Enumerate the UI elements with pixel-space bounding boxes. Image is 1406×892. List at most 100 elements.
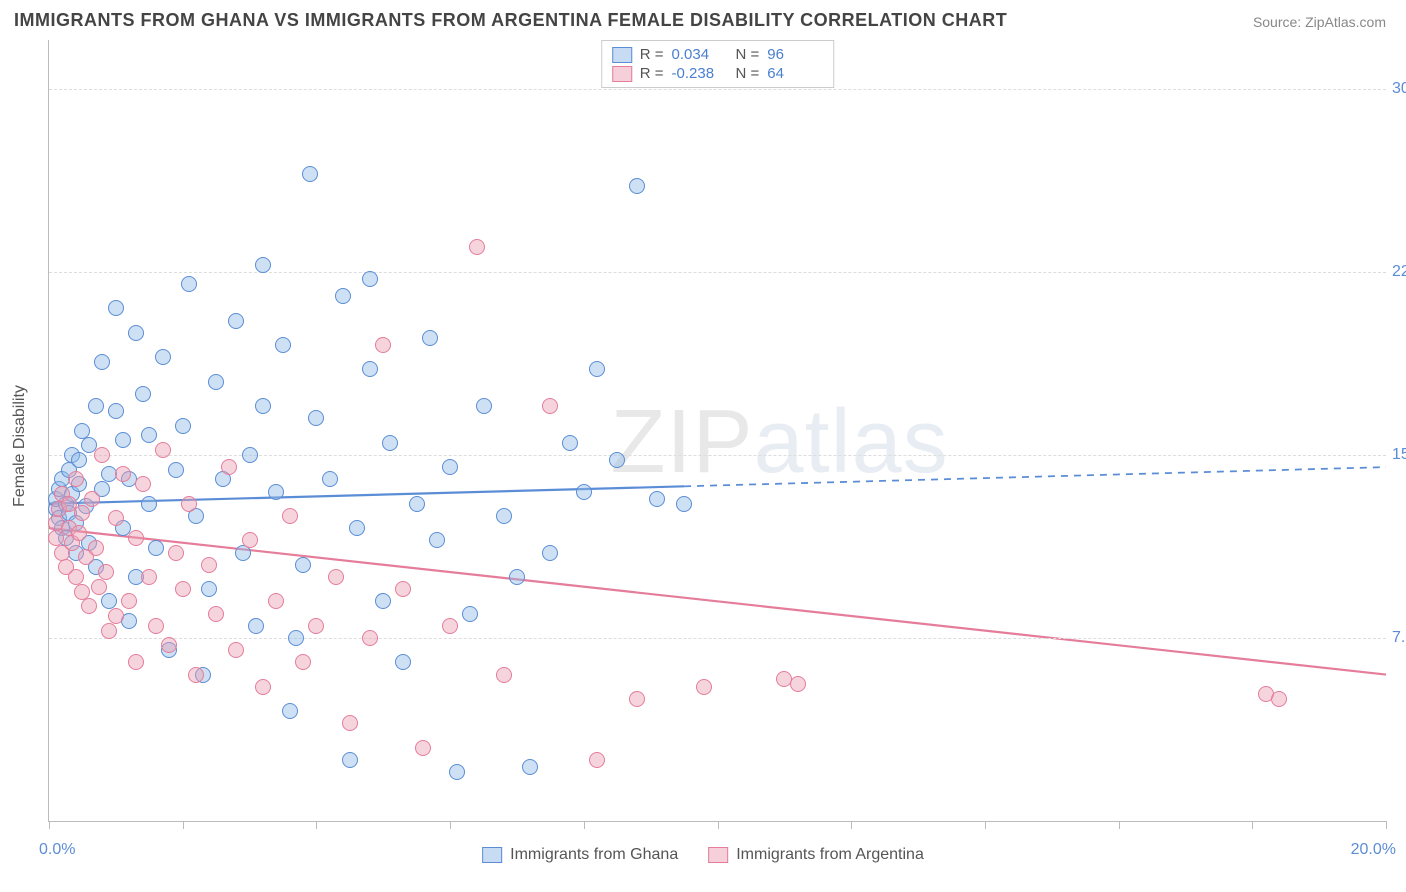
data-point-ghana: [302, 166, 318, 182]
data-point-argentina: [161, 637, 177, 653]
data-point-argentina: [415, 740, 431, 756]
data-point-ghana: [509, 569, 525, 585]
data-point-argentina: [696, 679, 712, 695]
gridline-h: [49, 89, 1386, 90]
xtick: [985, 821, 986, 829]
data-point-ghana: [496, 508, 512, 524]
data-point-argentina: [328, 569, 344, 585]
n-value-ghana: 96: [767, 46, 823, 63]
correlation-legend: R = 0.034 N = 96 R = -0.238 N = 64: [601, 40, 835, 88]
data-point-ghana: [128, 325, 144, 341]
watermark-light: atlas: [754, 392, 949, 492]
data-point-ghana: [74, 423, 90, 439]
swatch-argentina: [708, 847, 728, 863]
trendline-ghana-extrapolated: [684, 467, 1386, 486]
data-point-ghana: [462, 606, 478, 622]
data-point-argentina: [84, 491, 100, 507]
data-point-ghana: [175, 418, 191, 434]
y-axis-title: Female Disability: [11, 385, 29, 507]
data-point-argentina: [74, 584, 90, 600]
data-point-argentina: [128, 530, 144, 546]
data-point-argentina: [88, 540, 104, 556]
data-point-argentina: [68, 569, 84, 585]
xtick: [316, 821, 317, 829]
data-point-argentina: [115, 466, 131, 482]
data-point-argentina: [181, 496, 197, 512]
data-point-ghana: [88, 398, 104, 414]
data-point-argentina: [91, 579, 107, 595]
source-attribution: Source: ZipAtlas.com: [1253, 14, 1386, 30]
gridline-h: [49, 272, 1386, 273]
data-point-ghana: [562, 435, 578, 451]
data-point-argentina: [1271, 691, 1287, 707]
source-prefix: Source:: [1253, 14, 1305, 30]
r-label: R =: [640, 65, 664, 82]
xtick: [851, 821, 852, 829]
data-point-argentina: [101, 623, 117, 639]
data-point-argentina: [255, 679, 271, 695]
data-point-ghana: [295, 557, 311, 573]
data-point-ghana: [422, 330, 438, 346]
data-point-ghana: [409, 496, 425, 512]
data-point-argentina: [469, 239, 485, 255]
data-point-ghana: [181, 276, 197, 292]
data-point-argentina: [141, 569, 157, 585]
data-point-ghana: [71, 452, 87, 468]
ytick-label: 15.0%: [1392, 446, 1406, 464]
data-point-argentina: [98, 564, 114, 580]
data-point-ghana: [362, 271, 378, 287]
data-point-ghana: [349, 520, 365, 536]
data-point-argentina: [629, 691, 645, 707]
data-point-argentina: [74, 505, 90, 521]
data-point-argentina: [168, 545, 184, 561]
data-point-ghana: [248, 618, 264, 634]
data-point-ghana: [255, 398, 271, 414]
data-point-argentina: [295, 654, 311, 670]
xtick: [183, 821, 184, 829]
watermark: ZIPatlas: [611, 391, 949, 494]
legend-label-argentina: Immigrants from Argentina: [736, 846, 924, 864]
data-point-argentina: [128, 654, 144, 670]
data-point-argentina: [308, 618, 324, 634]
data-point-ghana: [141, 496, 157, 512]
data-point-ghana: [382, 435, 398, 451]
n-label: N =: [736, 46, 760, 63]
data-point-argentina: [542, 398, 558, 414]
data-point-ghana: [609, 452, 625, 468]
data-point-argentina: [375, 337, 391, 353]
xtick: [584, 821, 585, 829]
chart-title: IMMIGRANTS FROM GHANA VS IMMIGRANTS FROM…: [14, 10, 1007, 31]
n-value-argentina: 64: [767, 65, 823, 82]
data-point-argentina: [121, 593, 137, 609]
data-point-argentina: [135, 476, 151, 492]
data-point-ghana: [201, 581, 217, 597]
data-point-ghana: [449, 764, 465, 780]
xtick: [450, 821, 451, 829]
data-point-ghana: [148, 540, 164, 556]
data-point-ghana: [135, 386, 151, 402]
data-point-ghana: [322, 471, 338, 487]
data-point-ghana: [155, 349, 171, 365]
data-point-ghana: [255, 257, 271, 273]
xtick: [1252, 821, 1253, 829]
data-point-ghana: [629, 178, 645, 194]
data-point-ghana: [108, 403, 124, 419]
data-point-argentina: [201, 557, 217, 573]
data-point-ghana: [282, 703, 298, 719]
n-label: N =: [736, 65, 760, 82]
data-point-ghana: [308, 410, 324, 426]
data-point-argentina: [108, 510, 124, 526]
swatch-argentina: [612, 66, 632, 82]
data-point-argentina: [589, 752, 605, 768]
data-point-argentina: [175, 581, 191, 597]
xtick: [49, 821, 50, 829]
data-point-argentina: [221, 459, 237, 475]
correlation-row-ghana: R = 0.034 N = 96: [612, 45, 824, 64]
data-point-argentina: [81, 598, 97, 614]
series-legend: Immigrants from Ghana Immigrants from Ar…: [482, 846, 924, 864]
data-point-ghana: [395, 654, 411, 670]
data-point-argentina: [242, 532, 258, 548]
r-label: R =: [640, 46, 664, 63]
data-point-ghana: [275, 337, 291, 353]
data-point-argentina: [155, 442, 171, 458]
